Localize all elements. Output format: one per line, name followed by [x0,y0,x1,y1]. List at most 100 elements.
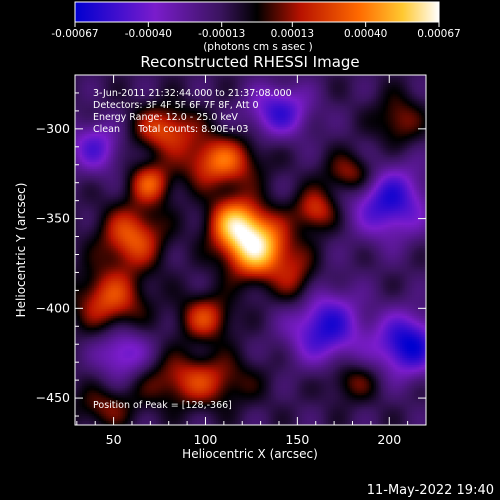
heatmap-cell [82,252,86,256]
heatmap-cell [103,254,107,258]
heatmap-cell [77,317,81,321]
heatmap-cell [106,282,110,286]
heatmap-cell [98,415,102,419]
heatmap-cell [91,112,95,116]
heatmap-cell [96,422,100,425]
heatmap-cell [86,264,90,267]
heatmap-cell [91,203,95,207]
heatmap-cell [82,215,86,218]
heatmap-cell [77,264,81,267]
heatmap-cell [82,294,86,298]
heatmap-cell [98,96,102,99]
heatmap-cell [75,404,78,407]
heatmap-cell [96,355,100,358]
heatmap-cell [96,170,100,174]
heatmap-cell [84,387,88,391]
heatmap-cell [82,208,86,211]
heatmap-cell [86,313,90,316]
heatmap-cell [96,124,100,127]
heatmap-cell [94,217,98,221]
heatmap-cell [82,79,86,83]
heatmap-cell [84,404,88,407]
heatmap-cell [82,404,86,407]
heatmap-cell [77,152,81,155]
heatmap-cell [106,222,110,225]
heatmap-cell [101,280,105,284]
heatmap-cell [98,413,102,417]
heatmap-cell [98,189,102,193]
heatmap-cell [86,413,90,417]
heatmap-cell [89,191,93,195]
heatmap-cell [108,369,112,372]
heatmap-cell [79,203,83,207]
heatmap-cell [94,294,98,298]
heatmap-cell [91,341,95,344]
heatmap-cell [96,308,100,312]
heatmap-cell [86,238,90,242]
colorbar-tick-label: 0.00067 [417,28,460,40]
heatmap-cell [103,369,107,372]
heatmap-cell [75,357,78,361]
heatmap-cell [106,371,110,375]
heatmap-cell [98,196,102,200]
heatmap-cell [91,401,95,405]
heatmap-cell [77,387,81,391]
heatmap-cell [77,376,81,379]
heatmap-cell [82,245,86,249]
heatmap-cell [108,245,112,249]
heatmap-cell [86,135,90,139]
heatmap-cell [75,413,78,417]
heatmap-cell [103,422,107,425]
heatmap-cell [84,313,88,316]
heatmap-cell [91,173,95,176]
heatmap-cell [84,341,88,344]
heatmap-cell [82,296,86,300]
heatmap-cell [86,306,90,309]
heatmap-cell [86,310,90,314]
heatmap-cell [86,329,90,333]
heatmap-cell [75,100,78,104]
heatmap-cell [108,310,112,314]
heatmap-cell [86,378,90,382]
heatmap-cell [75,149,78,153]
heatmap-cell [98,224,102,228]
heatmap-cell [79,401,83,405]
heatmap-cell [101,212,105,216]
heatmap-cell [84,142,88,146]
heatmap-cell [96,121,100,125]
heatmap-cell [106,334,110,337]
heatmap-cell [94,411,98,414]
heatmap-cell [96,334,100,337]
heatmap-cell [106,133,110,137]
heatmap-cell [91,236,95,239]
heatmap-cell [103,397,107,400]
heatmap-cell [91,275,95,279]
heatmap-cell [106,357,110,361]
heatmap-cell [75,131,78,134]
heatmap-cell [82,259,86,263]
heatmap-cell [101,364,105,368]
heatmap-cell [108,322,112,326]
heatmap-cell [77,406,81,410]
heatmap-cell [84,296,88,300]
heatmap-cell [86,322,90,326]
heatmap-cell [89,266,93,270]
heatmap-cell [98,301,102,305]
heatmap-cell [103,420,107,424]
heatmap-cell [75,208,78,211]
heatmap-cell [96,296,100,300]
heatmap-cell [108,208,112,211]
heatmap-cell [89,205,93,209]
heatmap-cell [75,385,78,389]
heatmap-cell [77,301,81,305]
heatmap-cell [89,103,93,106]
heatmap-cell [103,324,107,328]
heatmap-cell [84,112,88,116]
heatmap-cell [94,75,98,78]
heatmap-cell [106,210,110,214]
heatmap-cell [86,418,90,421]
heatmap-cell [103,238,107,242]
heatmap-cell [79,385,83,389]
heatmap-cell [75,252,78,256]
heatmap-cell [79,289,83,293]
